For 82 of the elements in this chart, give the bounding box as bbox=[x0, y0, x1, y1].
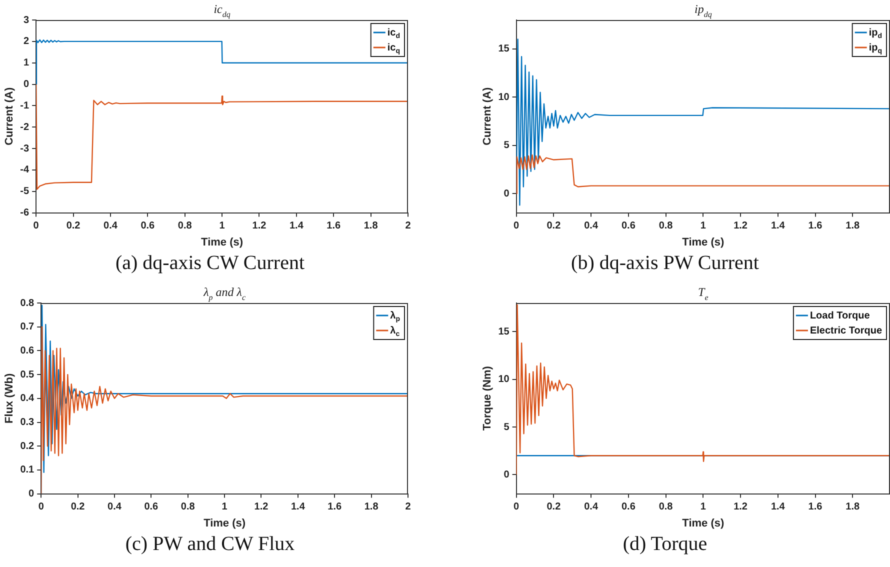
x-tick-label: 0.6 bbox=[621, 502, 636, 513]
x-tick-label: 1 bbox=[222, 502, 228, 513]
y-tick-label: 0.1 bbox=[20, 464, 35, 476]
x-tick-label: 0 bbox=[38, 502, 44, 513]
y-tick-label: 15 bbox=[498, 326, 510, 338]
x-tick-label: 1.6 bbox=[328, 502, 342, 513]
x-tick-label: 2 bbox=[405, 502, 412, 513]
text: (c) PW and CW Flux bbox=[124, 533, 296, 556]
x-tick-label: 1.4 bbox=[289, 220, 304, 232]
y-tick-label: 0 bbox=[24, 79, 30, 90]
y-tick-label: 0.4 bbox=[20, 393, 35, 404]
x-tick-label: 0.6 bbox=[144, 502, 159, 513]
y-tick-label: 5 bbox=[504, 422, 510, 433]
x-tick-label: 1 bbox=[700, 220, 706, 232]
y-tick-label: -6 bbox=[20, 208, 30, 219]
x-tick-label: 1.8 bbox=[846, 220, 860, 232]
text: (b) dq-axis PW Current bbox=[570, 252, 760, 275]
y-tick-label: 2 bbox=[24, 36, 30, 48]
y-tick-label: 10 bbox=[498, 92, 510, 103]
y-tick-label: 0.3 bbox=[20, 417, 35, 428]
x-tick-label: 1 bbox=[700, 502, 706, 513]
x-tick-label: 0.4 bbox=[584, 502, 598, 513]
x-tick-label: 0.2 bbox=[546, 220, 562, 232]
y-tick-label: 3 bbox=[24, 14, 30, 26]
y-tick-label: 0 bbox=[504, 188, 510, 200]
x-tick-label: 0.8 bbox=[658, 220, 674, 232]
y-tick-label: 10 bbox=[498, 374, 510, 386]
y-tick-label: 0.5 bbox=[20, 369, 35, 380]
y-axis-title: Torque (Nm) bbox=[482, 366, 494, 431]
x-axis-title: Time (s) bbox=[201, 236, 244, 248]
x-tick-label: 1.8 bbox=[364, 220, 378, 232]
x-tick-label: 1.2 bbox=[252, 220, 267, 232]
x-tick-label: 0.4 bbox=[584, 220, 598, 232]
x-tick-label: 0.8 bbox=[180, 502, 196, 513]
x-tick-label: 1.2 bbox=[254, 502, 269, 513]
y-tick-label: -1 bbox=[20, 100, 30, 112]
x-tick-label: 1.2 bbox=[734, 220, 748, 232]
x-tick-label: 0 bbox=[514, 220, 520, 232]
x-tick-label: 1.4 bbox=[290, 502, 306, 513]
y-tick-label: 0 bbox=[28, 488, 35, 500]
y-axis-title: Current (A) bbox=[482, 87, 494, 146]
x-tick-label: 0 bbox=[514, 502, 520, 513]
x-tick-label: 0.8 bbox=[658, 502, 674, 513]
y-tick-label: 0.8 bbox=[20, 298, 35, 309]
x-tick-label: 1.8 bbox=[846, 502, 860, 513]
x-tick-label: 1.4 bbox=[770, 502, 786, 513]
x-tick-label: 0.2 bbox=[70, 502, 86, 513]
y-tick-label: 5 bbox=[504, 140, 510, 152]
x-tick-label: 1 bbox=[219, 220, 226, 232]
y-tick-label: 0.6 bbox=[20, 345, 35, 356]
y-tick-label: 15 bbox=[498, 44, 510, 55]
legend-label: Load Torque bbox=[810, 310, 870, 322]
x-tick-label: 0.2 bbox=[66, 220, 81, 232]
x-tick-label: 1.6 bbox=[808, 220, 823, 232]
x-tick-label: 1.8 bbox=[364, 502, 379, 513]
x-tick-label: 1.6 bbox=[808, 502, 823, 513]
x-tick-label: 0.8 bbox=[178, 220, 192, 232]
y-axis-title: Flux (Wb) bbox=[4, 373, 16, 424]
x-tick-label: 0.6 bbox=[140, 220, 156, 232]
text: (d) Torque bbox=[622, 533, 708, 556]
x-tick-label: 1.2 bbox=[734, 502, 748, 513]
y-axis-title: Current (A) bbox=[4, 87, 16, 146]
y-tick-label: -5 bbox=[20, 186, 30, 198]
y-tick-label: 0.2 bbox=[20, 440, 35, 452]
y-tick-label: 0 bbox=[504, 469, 510, 480]
y-tick-label: 1 bbox=[24, 58, 30, 69]
x-tick-label: 0.4 bbox=[108, 502, 122, 513]
y-tick-label: 0.7 bbox=[20, 322, 35, 333]
x-tick-label: 0.2 bbox=[546, 502, 562, 513]
x-tick-label: 0.4 bbox=[104, 220, 118, 232]
legend-label: Electric Torque bbox=[810, 325, 882, 336]
x-axis-title: Time (s) bbox=[682, 517, 724, 530]
text: (a) dq-axis CW Current bbox=[114, 252, 306, 275]
x-tick-label: 0.6 bbox=[621, 220, 636, 232]
x-tick-label: 2 bbox=[405, 220, 412, 232]
x-axis-title: Time (s) bbox=[682, 236, 724, 248]
x-tick-label: 1.4 bbox=[770, 220, 786, 232]
y-tick-label: -2 bbox=[20, 122, 30, 133]
y-tick-label: -4 bbox=[20, 164, 30, 176]
x-tick-label: 1.6 bbox=[326, 220, 342, 232]
x-axis-title: Time (s) bbox=[204, 517, 246, 530]
y-tick-label: -3 bbox=[20, 143, 30, 154]
